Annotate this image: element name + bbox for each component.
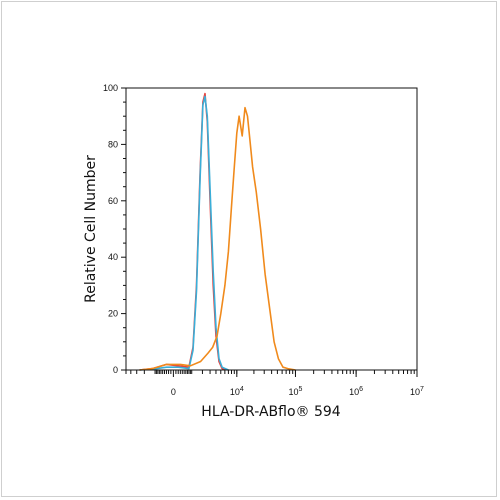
histogram-series-3 xyxy=(139,106,296,371)
x-tick-label: 0 xyxy=(171,387,176,397)
y-axis-label: Relative Cell Number xyxy=(83,155,99,303)
y-tick-label: 60 xyxy=(108,196,118,206)
y-tick-label: 100 xyxy=(103,83,118,93)
x-axis-label: HLA-DR-ABflo® 594 xyxy=(201,404,340,420)
x-tick-label: 104 xyxy=(230,386,244,397)
chart-marks xyxy=(139,92,296,371)
x-tick-label: 105 xyxy=(288,386,302,397)
y-tick-label: 40 xyxy=(108,252,118,262)
x-axis: 0 104 105 106 107 xyxy=(125,370,424,397)
x-tick-label: 106 xyxy=(349,386,363,397)
histogram-series-1 xyxy=(139,92,229,371)
x-tick-label: 107 xyxy=(410,386,424,397)
y-tick-label: 20 xyxy=(108,309,118,319)
y-tick-label: 80 xyxy=(108,139,118,149)
y-axis: 0 20 40 60 80 100 xyxy=(103,83,126,375)
y-tick-label: 0 xyxy=(113,365,118,375)
